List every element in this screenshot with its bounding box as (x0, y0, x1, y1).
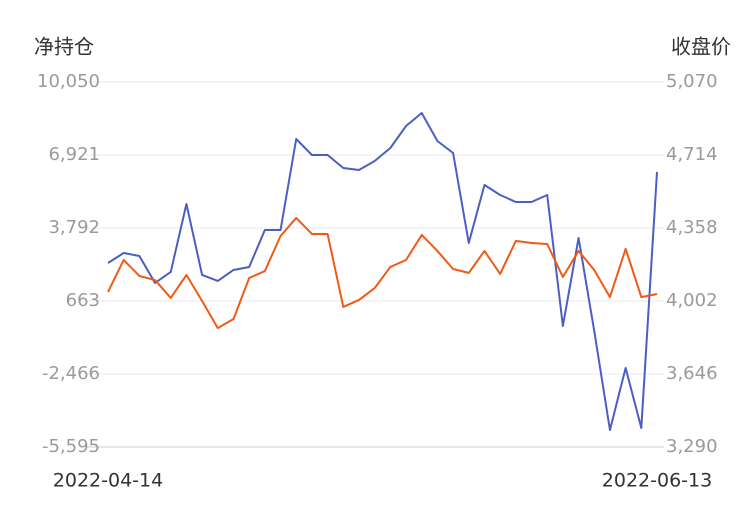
y-tick-label: 3,792 (48, 217, 100, 238)
y-tick-label: 663 (66, 290, 100, 311)
y2-axis-title: 收盘价 (671, 35, 731, 59)
series-line (107, 216, 658, 330)
y-tick-label: 6,921 (48, 144, 100, 165)
y-tick-label: -2,466 (42, 363, 100, 384)
y2-tick-label: 4,002 (666, 290, 718, 311)
y-tick-label: -5,595 (42, 436, 100, 457)
y2-tick-label: 4,714 (666, 144, 718, 165)
y2-tick-label: 4,358 (666, 217, 718, 238)
y2-tick-label: 3,290 (666, 436, 718, 457)
y2-tick-label: 3,646 (666, 363, 718, 384)
y2-tick-label: 5,070 (666, 71, 718, 92)
y-axis-title: 净持仓 (34, 35, 94, 59)
series-line (107, 112, 658, 431)
x-tick-label: 2022-04-14 (53, 470, 163, 492)
y-tick-label: 10,050 (37, 71, 100, 92)
x-tick-label: 2022-06-13 (602, 470, 712, 492)
